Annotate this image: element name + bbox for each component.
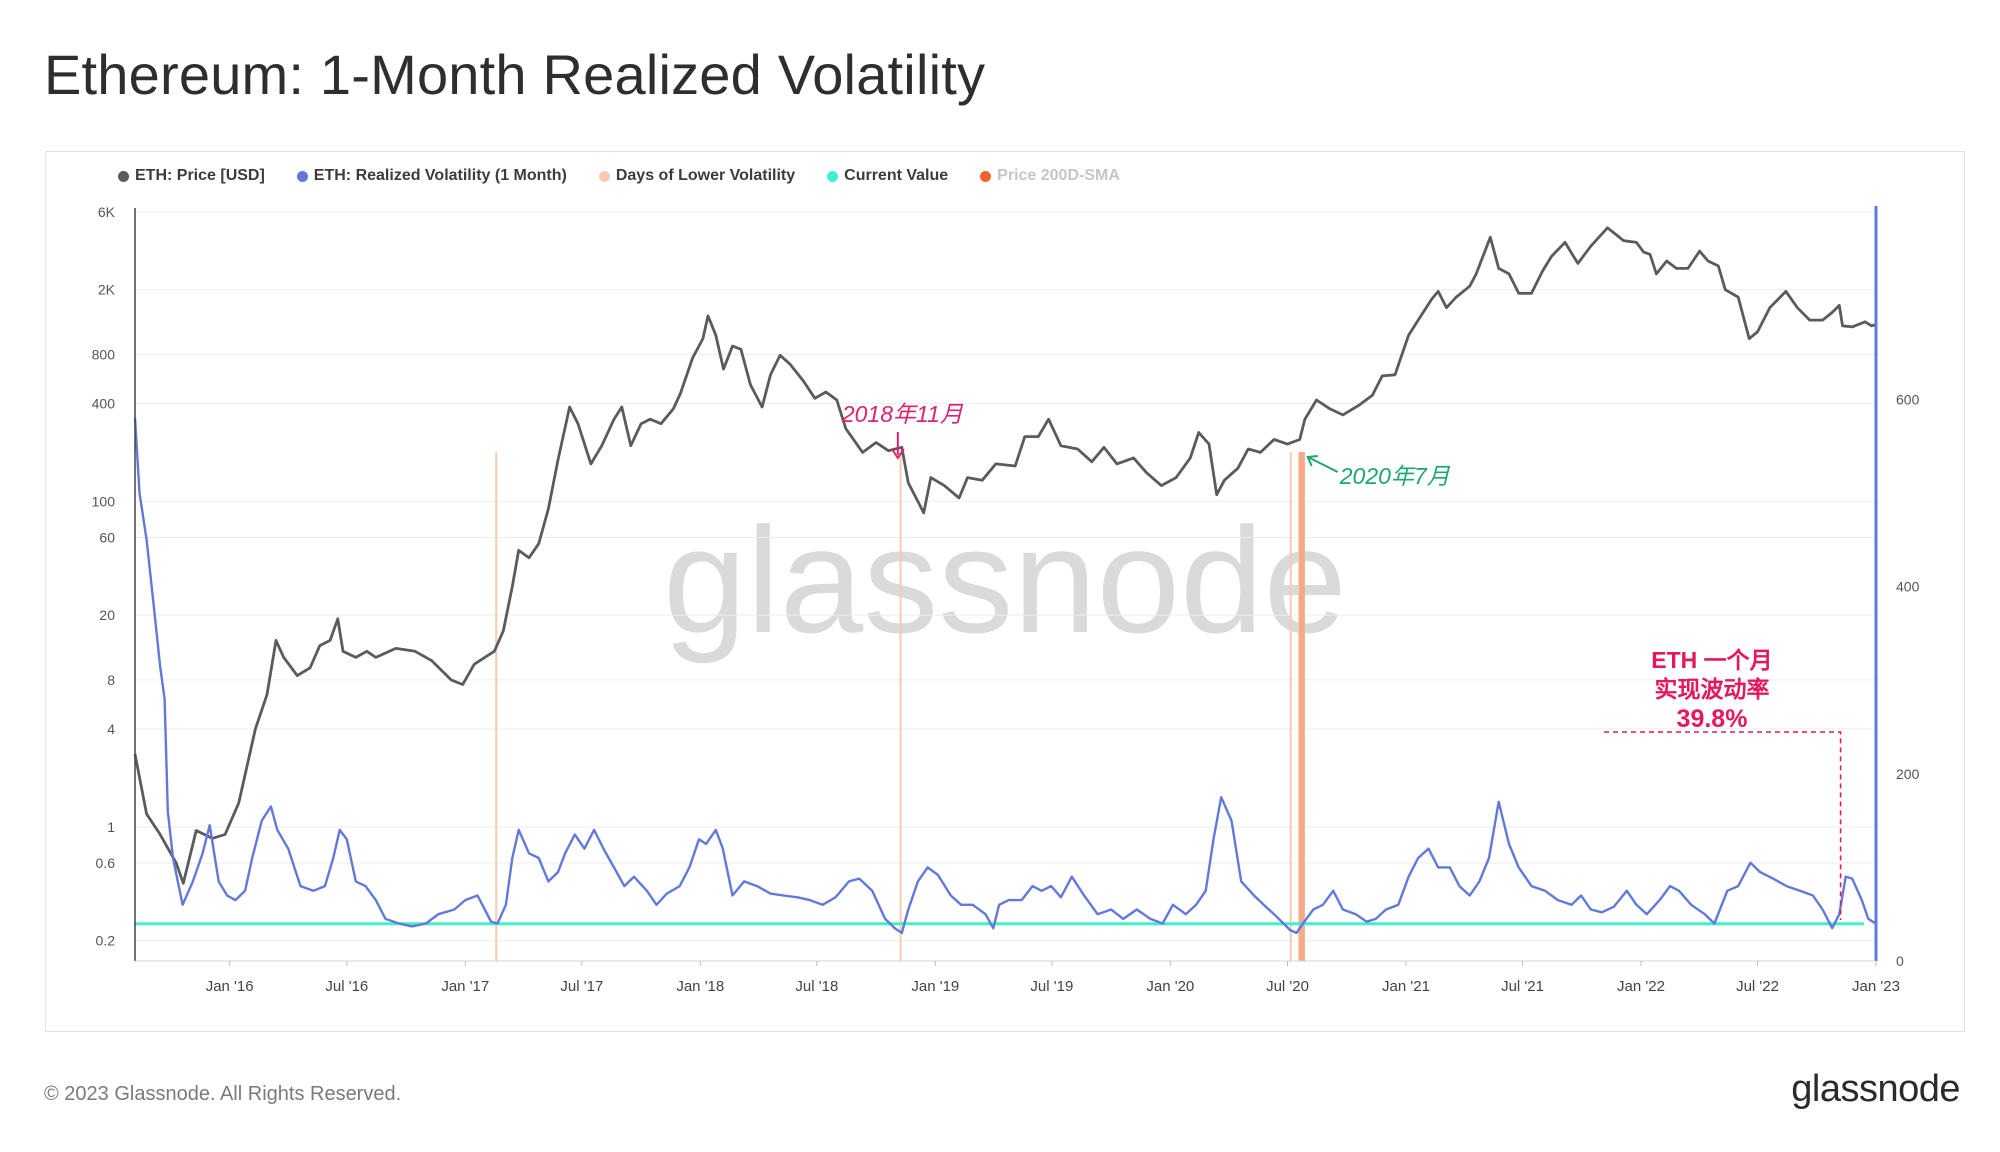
y-left-tick-label: 60	[99, 530, 115, 546]
glassnode-logo[interactable]: glassnode	[1791, 1068, 1960, 1110]
legend-lower-volatility-dot	[598, 170, 610, 182]
y-left-tick-label: 0.2	[96, 933, 116, 949]
x-tick-label: Jan '17	[441, 978, 489, 995]
legend-price-dot	[118, 170, 129, 182]
x-tick-label: Jan '16	[206, 978, 254, 995]
legend-item-volatility[interactable]: ETH: Realized Volatility (1 Month)	[296, 167, 567, 185]
y-left-tick-label: 4	[107, 721, 115, 737]
copyright-text: © 2023 Glassnode. All Rights Reserved.	[44, 1083, 402, 1105]
legend-sma-dot	[980, 170, 992, 182]
annotation-current-volatility: 39.8%	[1677, 705, 1748, 733]
x-tick-label: Jan '20	[1146, 978, 1194, 995]
legend-current-value-dot	[827, 170, 839, 182]
legend-volatility-label: ETH: Realized Volatility (1 Month)	[313, 167, 567, 184]
x-tick-label: Jul '16	[325, 978, 368, 995]
y-left-tick-label: 6K	[98, 204, 116, 220]
x-tick-label: Jan '19	[911, 978, 959, 995]
annotation-nov-2018: 2018年11月	[841, 401, 964, 427]
annotation-jul-2020-arrow	[1309, 457, 1339, 473]
y-left-tick-label: 800	[92, 346, 116, 362]
legend-item-current-value[interactable]: Current Value	[827, 167, 948, 185]
annotation-jul-2020-arrowhead	[1306, 455, 1318, 467]
chart-panel	[45, 151, 1965, 1032]
legend-price-label: ETH: Price [USD]	[135, 167, 265, 184]
x-tick-label: Jul '20	[1266, 978, 1309, 995]
legend-item-lower-volatility[interactable]: Days of Lower Volatility	[598, 167, 796, 185]
legend-volatility-dot	[296, 170, 308, 182]
x-tick-label: Jan '22	[1617, 978, 1665, 995]
x-tick-label: Jul '21	[1501, 978, 1544, 995]
x-tick-label: Jul '22	[1736, 978, 1779, 995]
y-left-tick-label: 20	[99, 607, 115, 623]
x-tick-label: Jan '18	[676, 978, 724, 995]
chart-legend: ETH: Price [USD] ETH: Realized Volatilit…	[118, 167, 1120, 185]
x-tick-label: Jan '23	[1852, 978, 1900, 995]
annotation-jul-2020: 2020年7月	[1339, 463, 1451, 489]
x-tick-label: Jul '18	[795, 978, 838, 995]
annotation-current-volatility: ETH 一个月	[1651, 647, 1772, 673]
annotation-current-volatility: 实现波动率	[1655, 676, 1770, 702]
legend-item-price[interactable]: ETH: Price [USD]	[118, 167, 265, 185]
legend-sma-label: Price 200D-SMA	[997, 167, 1120, 184]
volatility-series-line	[133, 417, 1877, 935]
y-right-tick-label: 200	[1896, 766, 1920, 782]
annotation-current-volatility-leader	[1604, 731, 1842, 920]
y-left-tick-label: 8	[107, 672, 115, 688]
legend-current-value-label: Current Value	[844, 167, 949, 184]
y-left-tick-label: 1	[107, 819, 115, 835]
legend-lower-volatility-label: Days of Lower Volatility	[615, 167, 796, 184]
x-tick-label: Jan '21	[1382, 978, 1430, 995]
y-right-tick-label: 600	[1896, 391, 1920, 407]
legend-item-sma[interactable]: Price 200D-SMA	[980, 167, 1120, 185]
page-title: Ethereum: 1-Month Realized Volatility	[44, 43, 986, 106]
annotation-nov-2018-arrowhead	[891, 448, 905, 460]
lower-volatility-band	[1299, 452, 1305, 961]
y-left-tick-label: 0.6	[96, 855, 116, 871]
y-left-tick-label: 2K	[98, 282, 116, 298]
y-left-tick-label: 400	[92, 395, 116, 411]
y-right-tick-label: 400	[1896, 579, 1920, 595]
x-tick-label: Jul '19	[1030, 978, 1073, 995]
y-left-tick-label: 100	[92, 493, 116, 509]
y-right-tick-label: 0	[1896, 953, 1904, 969]
x-tick-label: Jul '17	[560, 978, 603, 995]
price-series-line	[133, 226, 1877, 885]
watermark-text: glassnode	[663, 496, 1347, 664]
